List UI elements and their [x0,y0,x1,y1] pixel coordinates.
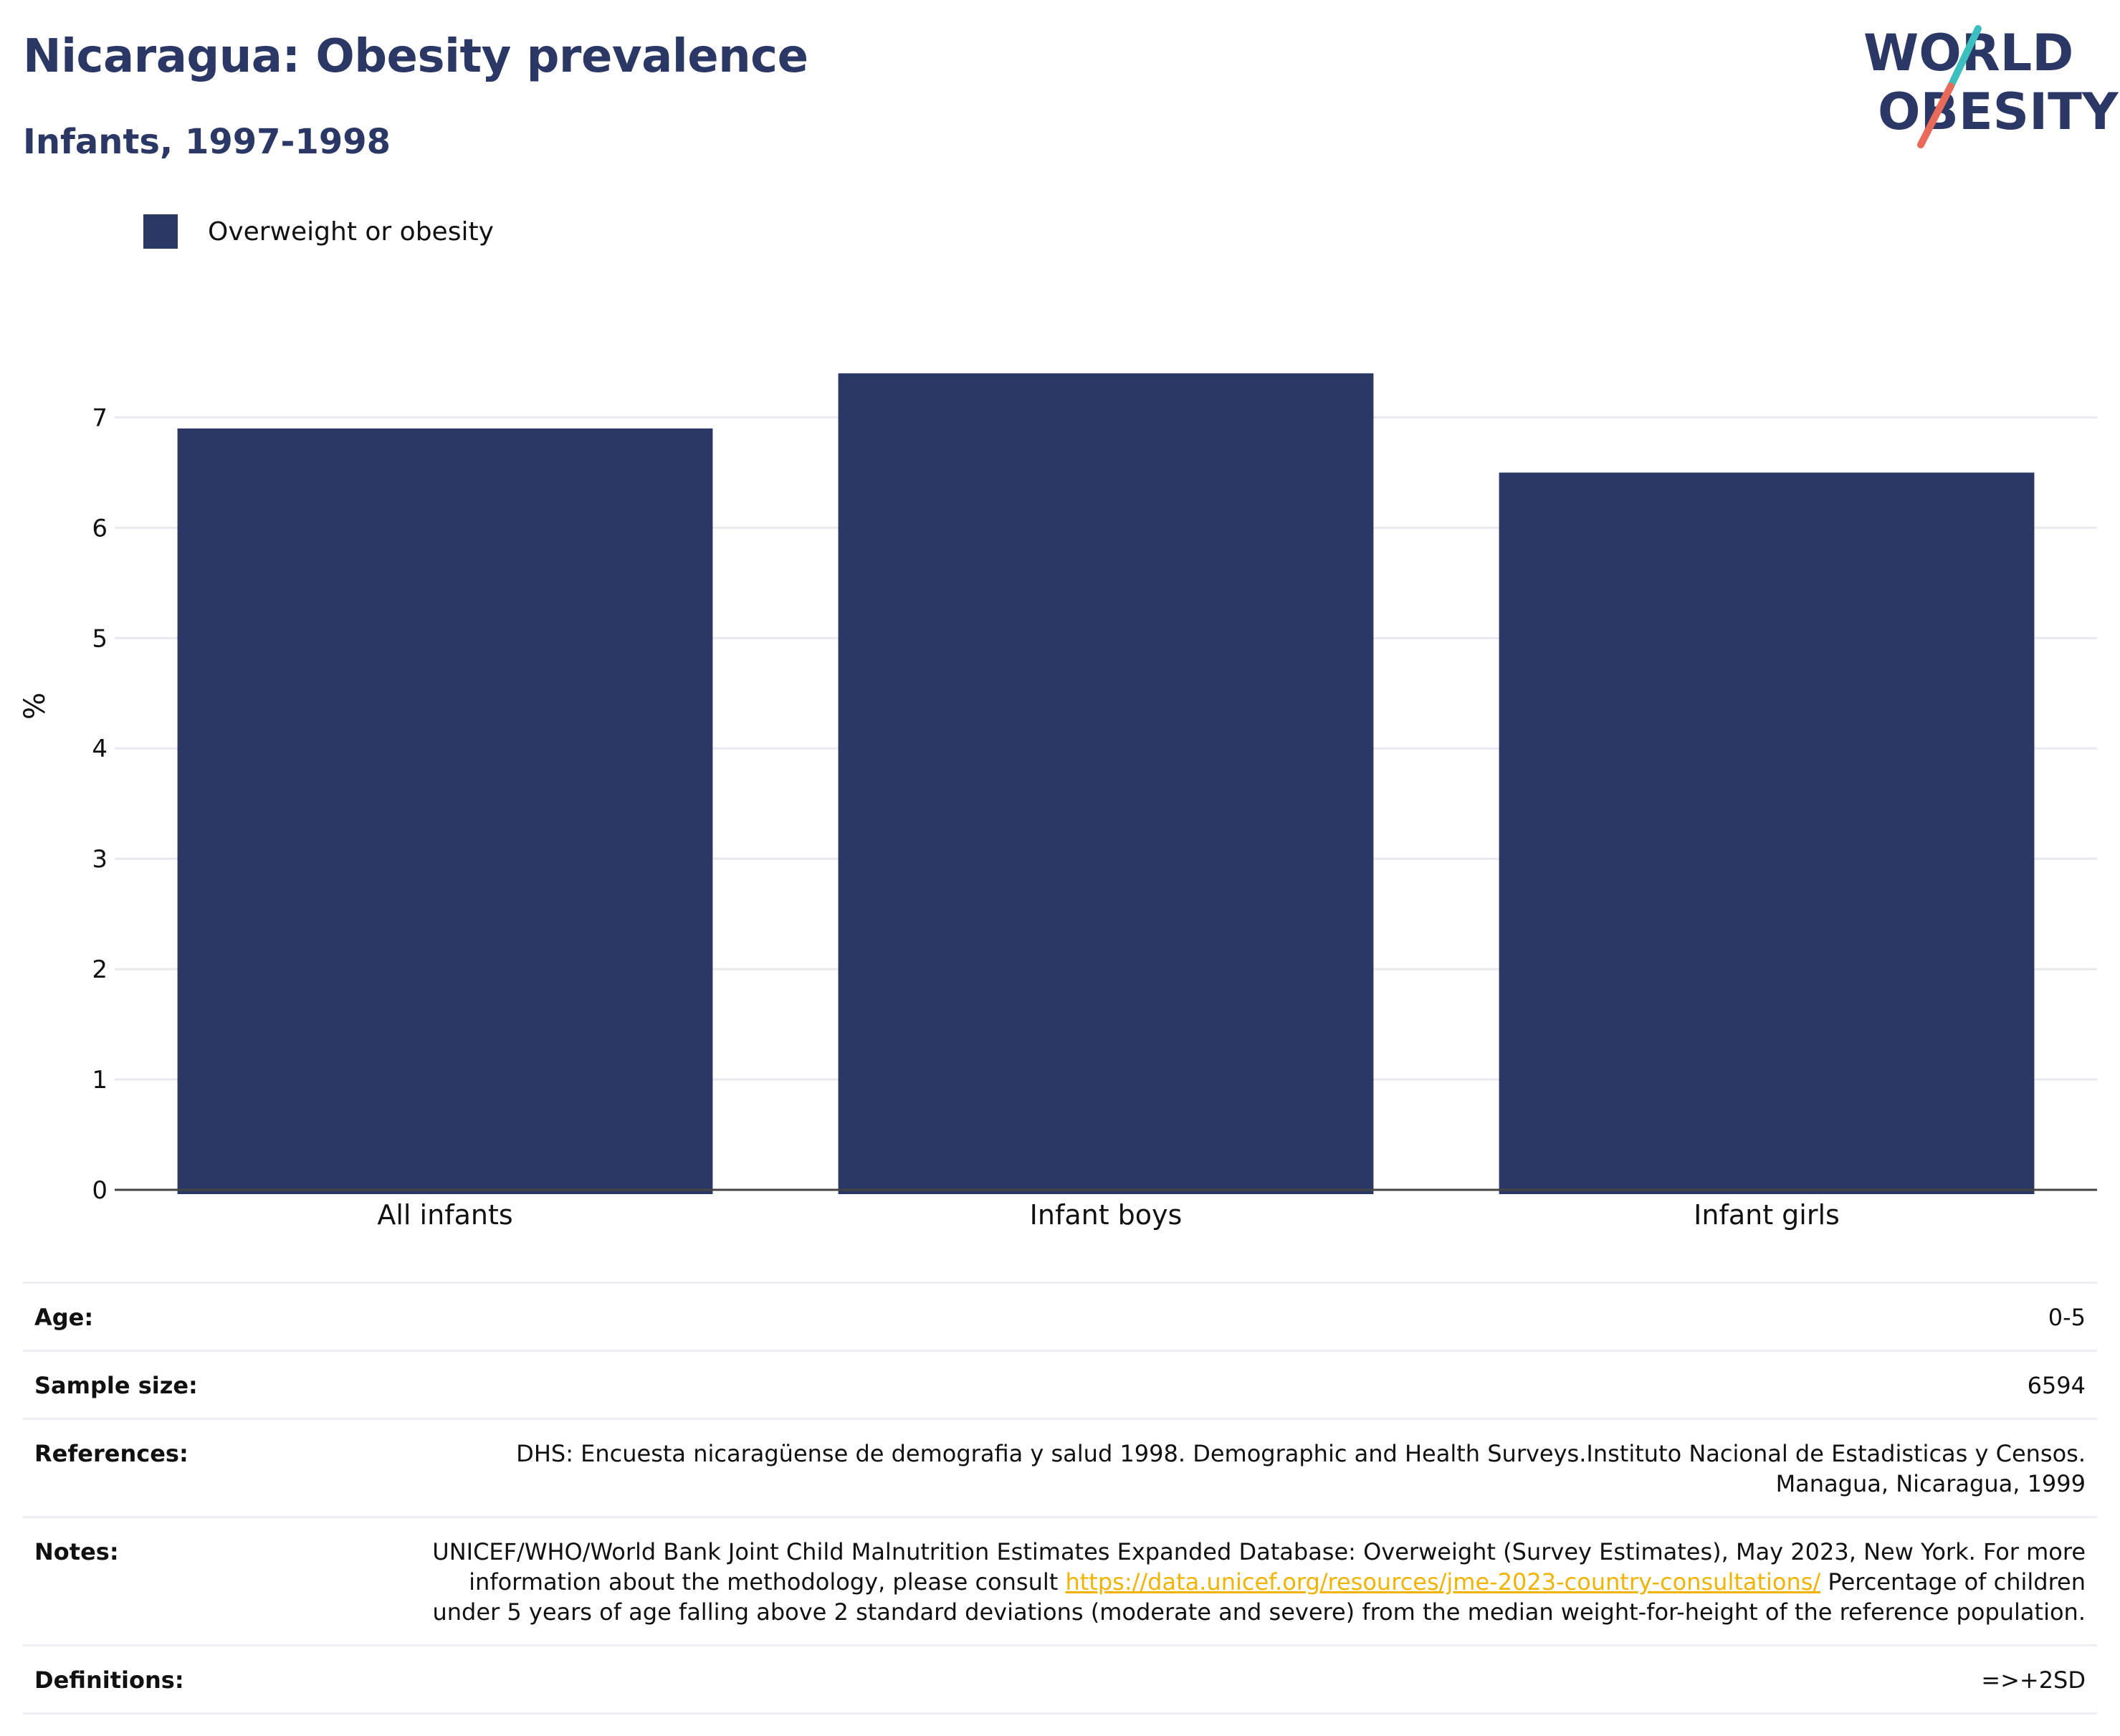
logo-slash-coral [1917,82,1954,148]
y-axis-label: % [19,692,52,720]
info-row-sample-size: Sample size: 6594 [23,1350,2097,1418]
y-tick-label: 3 [92,845,108,874]
notes-text-part1: UNICEF/WHO/World Bank Joint Child Malnut… [432,1538,2086,1596]
world-obesity-logo: WORLD OBESITY [1863,22,2119,151]
logo-word-obesity: OBESITY [1878,82,2119,141]
y-tick-label: 0 [92,1176,108,1205]
x-category-label: Infant boys [1030,1199,1183,1231]
notes-value: UNICEF/WHO/World Bank Joint Child Malnut… [423,1537,2086,1627]
info-row-age: Age: 0-5 [23,1282,2097,1350]
legend-swatch [143,214,178,249]
age-label: Age: [34,1304,94,1331]
y-tick-label: 5 [92,624,108,653]
page-subtitle: Infants, 1997-1998 [23,122,391,162]
y-tick-label: 4 [92,735,108,763]
x-category-label: Infant girls [1694,1199,1840,1231]
info-row-definitions: Definitions: =>+2SD [23,1644,2097,1714]
y-tick-label: 7 [92,404,108,432]
bar-infant-boys [838,373,1374,1194]
notes-label: Notes: [34,1538,119,1565]
age-value: 0-5 [2048,1304,2086,1331]
sample-size-label: Sample size: [34,1372,198,1399]
logo-slash-teal [1947,25,1982,90]
notes-text-part2: Percentage of children under 5 years of … [432,1568,2086,1626]
methodology-link[interactable]: https://data.unicef.org/resources/jme-20… [1065,1568,1821,1596]
info-row-references: References: DHS: Encuesta nicaragüense d… [23,1418,2097,1516]
legend-label: Overweight or obesity [208,216,494,247]
y-tick-label: 1 [92,1066,108,1094]
bar-chart: 0 1 2 3 4 5 6 7 All infants Infant boys Infant gir… [19,373,2097,1231]
y-tick-label: 6 [92,514,108,543]
chart-legend[interactable]: Overweight or obesity [143,214,494,249]
y-tick-label: 2 [92,955,108,984]
definitions-label: Definitions: [34,1666,184,1694]
definitions-value: =>+2SD [1981,1666,2086,1694]
info-row-notes: Notes: UNICEF/WHO/World Bank Joint Child… [23,1516,2097,1644]
references-value: DHS: Encuesta nicaragüense de demografia… [516,1440,2086,1497]
x-category-label: All infants [377,1199,512,1231]
references-label: References: [34,1440,188,1467]
page-title: Nicaragua: Obesity prevalence [23,30,808,83]
sample-size-value: 6594 [2027,1372,2086,1399]
bar-infant-girls [1499,472,2035,1194]
bar-all-infants [177,428,713,1194]
info-table: Age: 0-5 Sample size: 6594 References: D… [23,1282,2097,1714]
